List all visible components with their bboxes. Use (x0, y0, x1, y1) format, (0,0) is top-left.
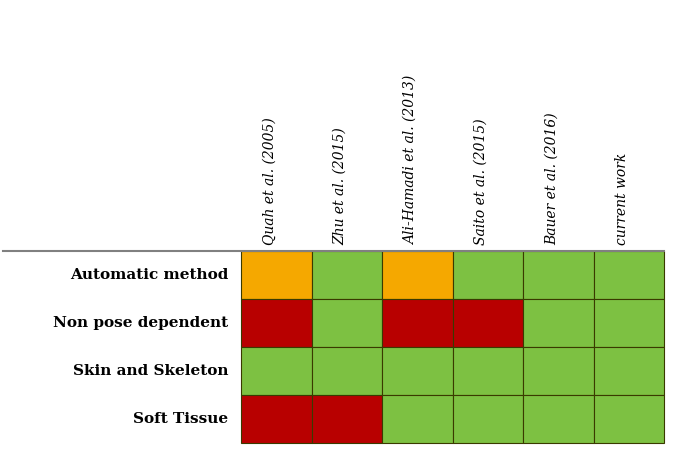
Bar (594, 251, 664, 299)
Bar (453, 347, 523, 395)
Bar (382, 347, 453, 395)
Bar (594, 299, 664, 347)
Bar (382, 299, 453, 347)
Bar (312, 299, 382, 347)
Bar (523, 395, 594, 444)
Bar (594, 347, 664, 395)
Bar (241, 251, 312, 299)
Bar (241, 299, 312, 347)
Bar (382, 251, 453, 299)
Bar (453, 395, 523, 444)
Bar (453, 251, 523, 299)
Bar (241, 395, 312, 444)
Text: Bauer et al. (2016): Bauer et al. (2016) (544, 112, 559, 245)
Bar (312, 251, 382, 299)
Text: Zhu et al. (2015): Zhu et al. (2015) (333, 127, 347, 245)
Bar (523, 251, 594, 299)
Bar (453, 299, 523, 347)
Bar (523, 347, 594, 395)
Text: Saito et al. (2015): Saito et al. (2015) (474, 118, 488, 245)
Bar (312, 395, 382, 444)
Bar (382, 395, 453, 444)
Text: Non pose dependent: Non pose dependent (54, 316, 228, 330)
Text: Ali-Hamadi et al. (2013): Ali-Hamadi et al. (2013) (403, 76, 418, 245)
Text: Skin and Skeleton: Skin and Skeleton (73, 364, 228, 378)
Text: Automatic method: Automatic method (70, 268, 228, 282)
Text: Quah et al. (2005): Quah et al. (2005) (262, 117, 277, 245)
Bar (523, 299, 594, 347)
Text: current work: current work (615, 153, 629, 245)
Bar (241, 347, 312, 395)
Text: Soft Tissue: Soft Tissue (134, 412, 228, 426)
Bar (594, 395, 664, 444)
Bar (312, 347, 382, 395)
